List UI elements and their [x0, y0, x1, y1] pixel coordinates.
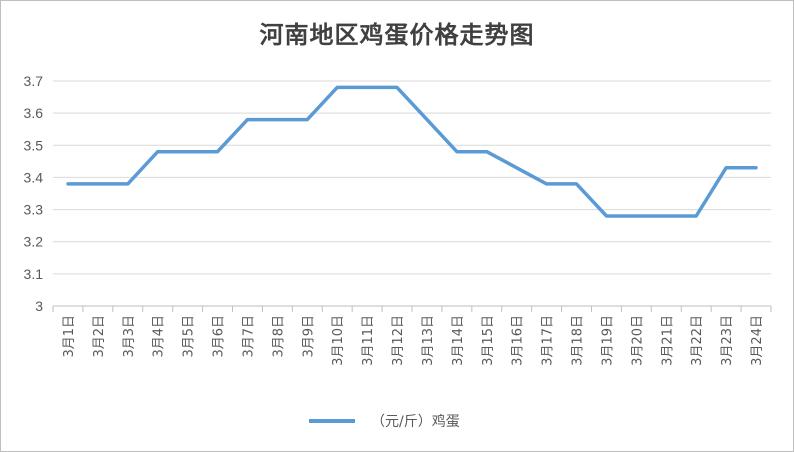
- x-tick-label: 3月11日: [361, 315, 376, 366]
- x-tick-label: 3月3日: [122, 315, 137, 358]
- x-tick-label: 3月23日: [720, 315, 735, 366]
- y-tick-label: 3.4: [24, 169, 44, 185]
- y-tick-label: 3.2: [24, 234, 44, 250]
- x-tick-label: 3月16日: [511, 315, 526, 366]
- x-tick-label: 3月24日: [750, 315, 765, 366]
- x-tick-label: 3月9日: [301, 315, 316, 358]
- legend: （元/斤）鸡蛋: [309, 409, 460, 433]
- x-tick-label: 3月18日: [571, 315, 586, 366]
- x-tick-label: 3月6日: [212, 315, 227, 358]
- x-tick-label: 3月21日: [660, 315, 675, 366]
- x-tick-label: 3月1日: [62, 315, 77, 358]
- x-tick-label: 3月17日: [541, 315, 556, 366]
- y-tick-label: 3.1: [24, 266, 44, 282]
- x-tick-label: 3月15日: [481, 315, 496, 366]
- y-tick-label: 3.5: [24, 137, 44, 153]
- y-tick-label: 3.7: [24, 73, 44, 89]
- y-tick-label: 3.6: [24, 105, 44, 121]
- x-tick-label: 3月2日: [92, 315, 107, 358]
- series-line: [66, 85, 758, 218]
- x-tick-label: 3月5日: [182, 315, 197, 358]
- legend-label: （元/斤）鸡蛋: [371, 414, 460, 430]
- chart-title: 河南地区鸡蛋价格走势图: [259, 20, 535, 49]
- x-tick-label: 3月8日: [271, 315, 286, 358]
- legend-swatch: [309, 419, 355, 423]
- x-tick-label: 3月10日: [331, 315, 346, 366]
- x-tick-label: 3月14日: [451, 315, 466, 366]
- x-tick-label: 3月4日: [152, 315, 167, 358]
- y-tick-label: 3: [35, 298, 43, 314]
- y-tick-label: 3.3: [24, 202, 44, 218]
- x-tick-label: 3月7日: [241, 315, 256, 358]
- x-tick-label: 3月22日: [690, 315, 705, 366]
- x-tick-label: 3月12日: [391, 315, 406, 366]
- x-tick-label: 3月13日: [421, 315, 436, 366]
- x-tick-label: 3月19日: [600, 315, 615, 366]
- x-tick-label: 3月20日: [630, 315, 645, 366]
